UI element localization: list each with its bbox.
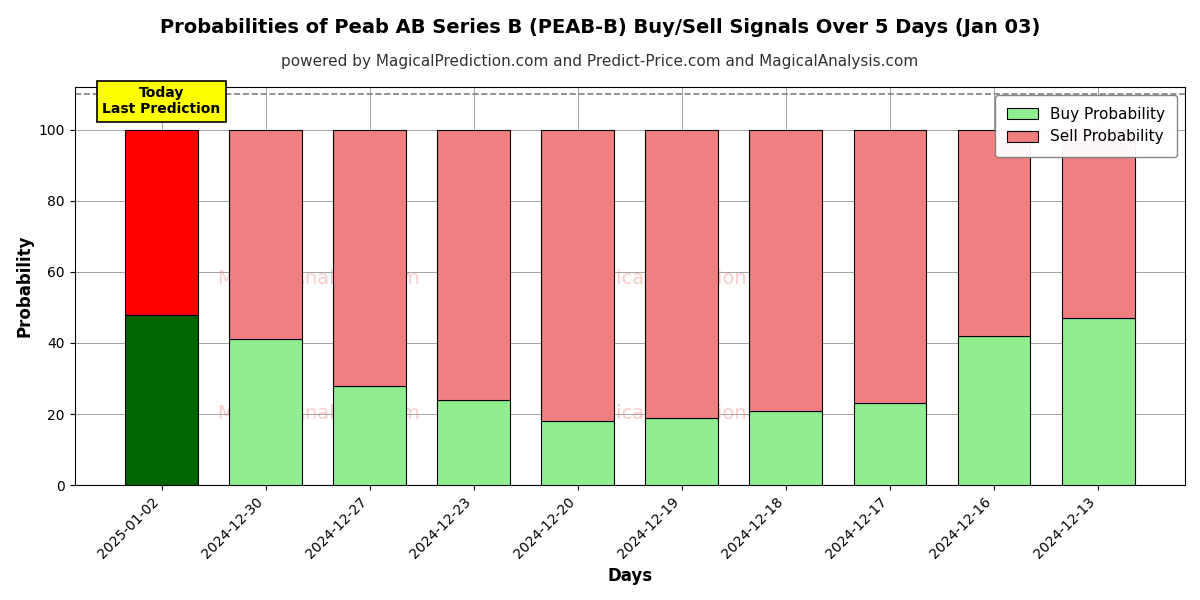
Bar [646,130,719,418]
Bar [229,130,302,340]
Bar [958,130,1031,336]
Bar [125,130,198,314]
Bar [229,340,302,485]
Text: MagicalAnalysis.com: MagicalAnalysis.com [217,269,420,287]
Legend: Buy Probability, Sell Probability: Buy Probability, Sell Probability [995,95,1177,157]
X-axis label: Days: Days [607,567,653,585]
Bar [541,421,614,485]
Bar [334,130,406,386]
Bar [853,403,926,485]
Bar [437,130,510,400]
Bar [958,336,1031,485]
Bar [334,386,406,485]
Bar [1062,130,1134,318]
Text: Today
Last Prediction: Today Last Prediction [102,86,221,116]
Bar [646,418,719,485]
Bar [853,130,926,403]
Text: powered by MagicalPrediction.com and Predict-Price.com and MagicalAnalysis.com: powered by MagicalPrediction.com and Pre… [281,54,919,69]
Text: MagicalAnalysis.com: MagicalAnalysis.com [217,404,420,423]
Text: Probabilities of Peab AB Series B (PEAB-B) Buy/Sell Signals Over 5 Days (Jan 03): Probabilities of Peab AB Series B (PEAB-… [160,18,1040,37]
Bar [750,130,822,410]
Bar [541,130,614,421]
Y-axis label: Probability: Probability [16,235,34,337]
Text: MagicalPrediction.com: MagicalPrediction.com [576,269,796,287]
Bar [437,400,510,485]
Text: MagicalPrediction.com: MagicalPrediction.com [576,404,796,423]
Bar [1062,318,1134,485]
Bar [125,314,198,485]
Bar [750,410,822,485]
